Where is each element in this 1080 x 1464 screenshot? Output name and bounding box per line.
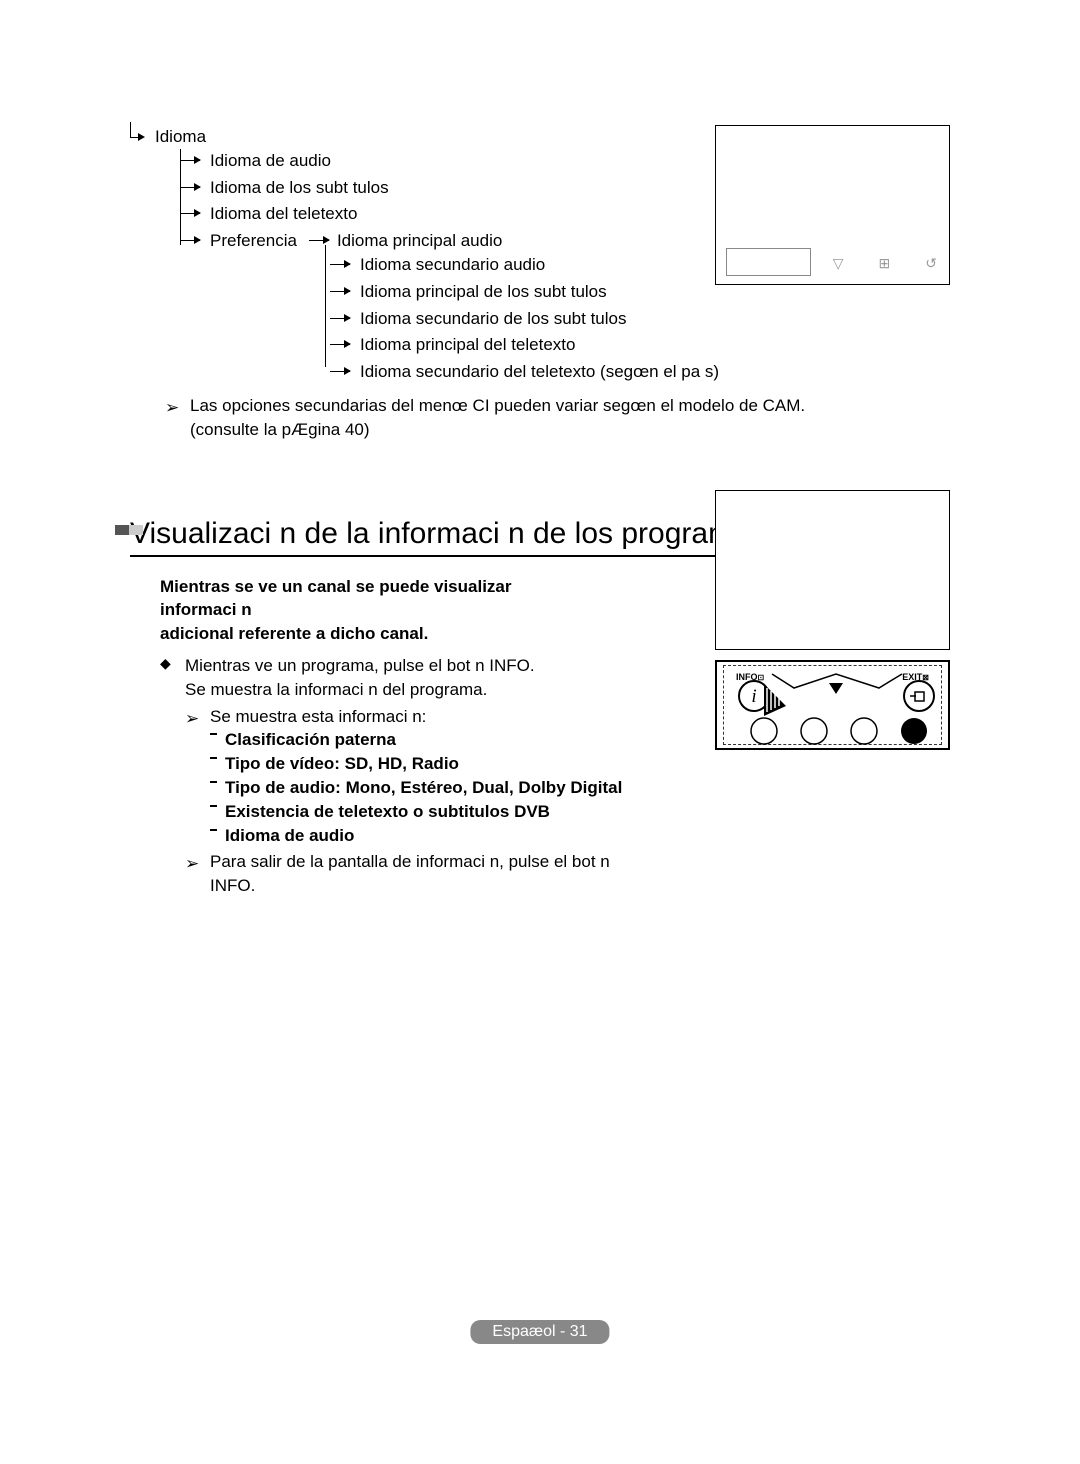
page-footer: Espaæol - 31 [470, 1320, 609, 1344]
menu-icon: ⊞ [879, 255, 891, 272]
dash-item: Existencia de teletexto o subtitulos DVB [210, 800, 950, 824]
remote-control-illustration: INFO⊡ EXIT⊠ i [715, 660, 950, 750]
tv-screen-illustration-1: ▽ ⊞ ↺ [715, 125, 950, 285]
tree-level2-item: Idioma secundario del teletexto (segœn e… [330, 360, 950, 384]
dash-item: Tipo de vídeo: SD, HD, Radio [210, 752, 950, 776]
dash-item: Tipo de audio: Mono, Estéreo, Dual, Dolb… [210, 776, 950, 800]
dash-item: Idioma de audio [210, 824, 950, 848]
tree-level2-item: Idioma secundario de los subt tulos [330, 307, 950, 331]
svg-text:i: i [751, 686, 756, 707]
remote-buttons-svg: i [724, 666, 949, 748]
tree-preference-label: Preferencia [180, 229, 297, 253]
notebook-icon [115, 525, 143, 535]
tv-screen-illustration-2 [715, 490, 950, 650]
tree-level2-item: Idioma principal del teletexto [330, 333, 950, 357]
pointer-line: ➢ Para salir de la pantalla de informaci… [160, 850, 950, 898]
intro-text: Mientras se ve un canal se puede visuali… [160, 575, 570, 646]
tree-root-label: Idioma [155, 127, 206, 146]
nav-down-icon: ▽ [833, 255, 844, 272]
tree-level2-item: Idioma principal audio [297, 229, 502, 253]
return-icon: ↺ [925, 255, 937, 272]
note-text: ➢ Las opciones secundarias del menœ CI p… [165, 394, 950, 442]
